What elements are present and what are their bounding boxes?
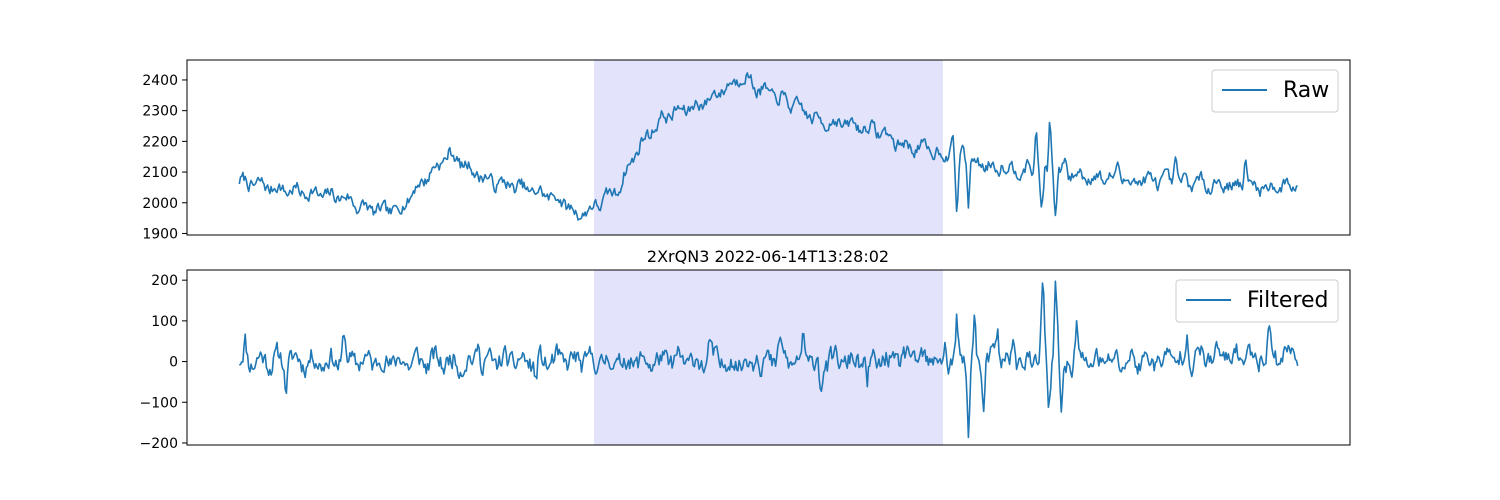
raw-legend: Raw xyxy=(1211,69,1339,113)
y-tick-label: 2200 xyxy=(142,134,178,150)
figure-title: 2XrQN3 2022-06-14T13:28:02 xyxy=(647,247,889,266)
y-tick-label: 100 xyxy=(151,314,178,330)
filtered-legend-box xyxy=(1175,279,1339,323)
raw-panel: 1900 2000 2100 2200 2300 2400 Raw xyxy=(142,59,1351,242)
filtered-series-line xyxy=(238,280,1299,439)
y-tick-label: −100 xyxy=(140,395,178,411)
filtered-highlight-span xyxy=(594,270,943,445)
y-tick-label: 0 xyxy=(169,355,178,371)
raw-legend-label: Raw xyxy=(1283,78,1329,103)
raw-legend-box xyxy=(1211,69,1339,113)
filtered-panel: −200 −100 0 100 200 Filtered xyxy=(140,269,1351,452)
y-tick-label: 2100 xyxy=(142,165,178,181)
y-tick-label: 2400 xyxy=(142,73,178,89)
y-tick-label: 1900 xyxy=(142,226,178,242)
y-tick-label: 200 xyxy=(151,273,178,289)
y-tick-label: 2300 xyxy=(142,104,178,120)
y-tick-label: −200 xyxy=(140,436,178,452)
filtered-legend-label: Filtered xyxy=(1247,288,1329,313)
filtered-y-axis: −200 −100 0 100 200 xyxy=(140,273,187,452)
filtered-legend: Filtered xyxy=(1175,279,1339,323)
raw-series-line xyxy=(238,72,1298,221)
raw-y-axis: 1900 2000 2100 2200 2300 2400 xyxy=(142,73,187,242)
y-tick-label: 2000 xyxy=(142,196,178,212)
filtered-plot-frame xyxy=(186,269,1351,446)
raw-highlight-span xyxy=(594,60,943,235)
raw-plot-frame xyxy=(186,59,1351,236)
